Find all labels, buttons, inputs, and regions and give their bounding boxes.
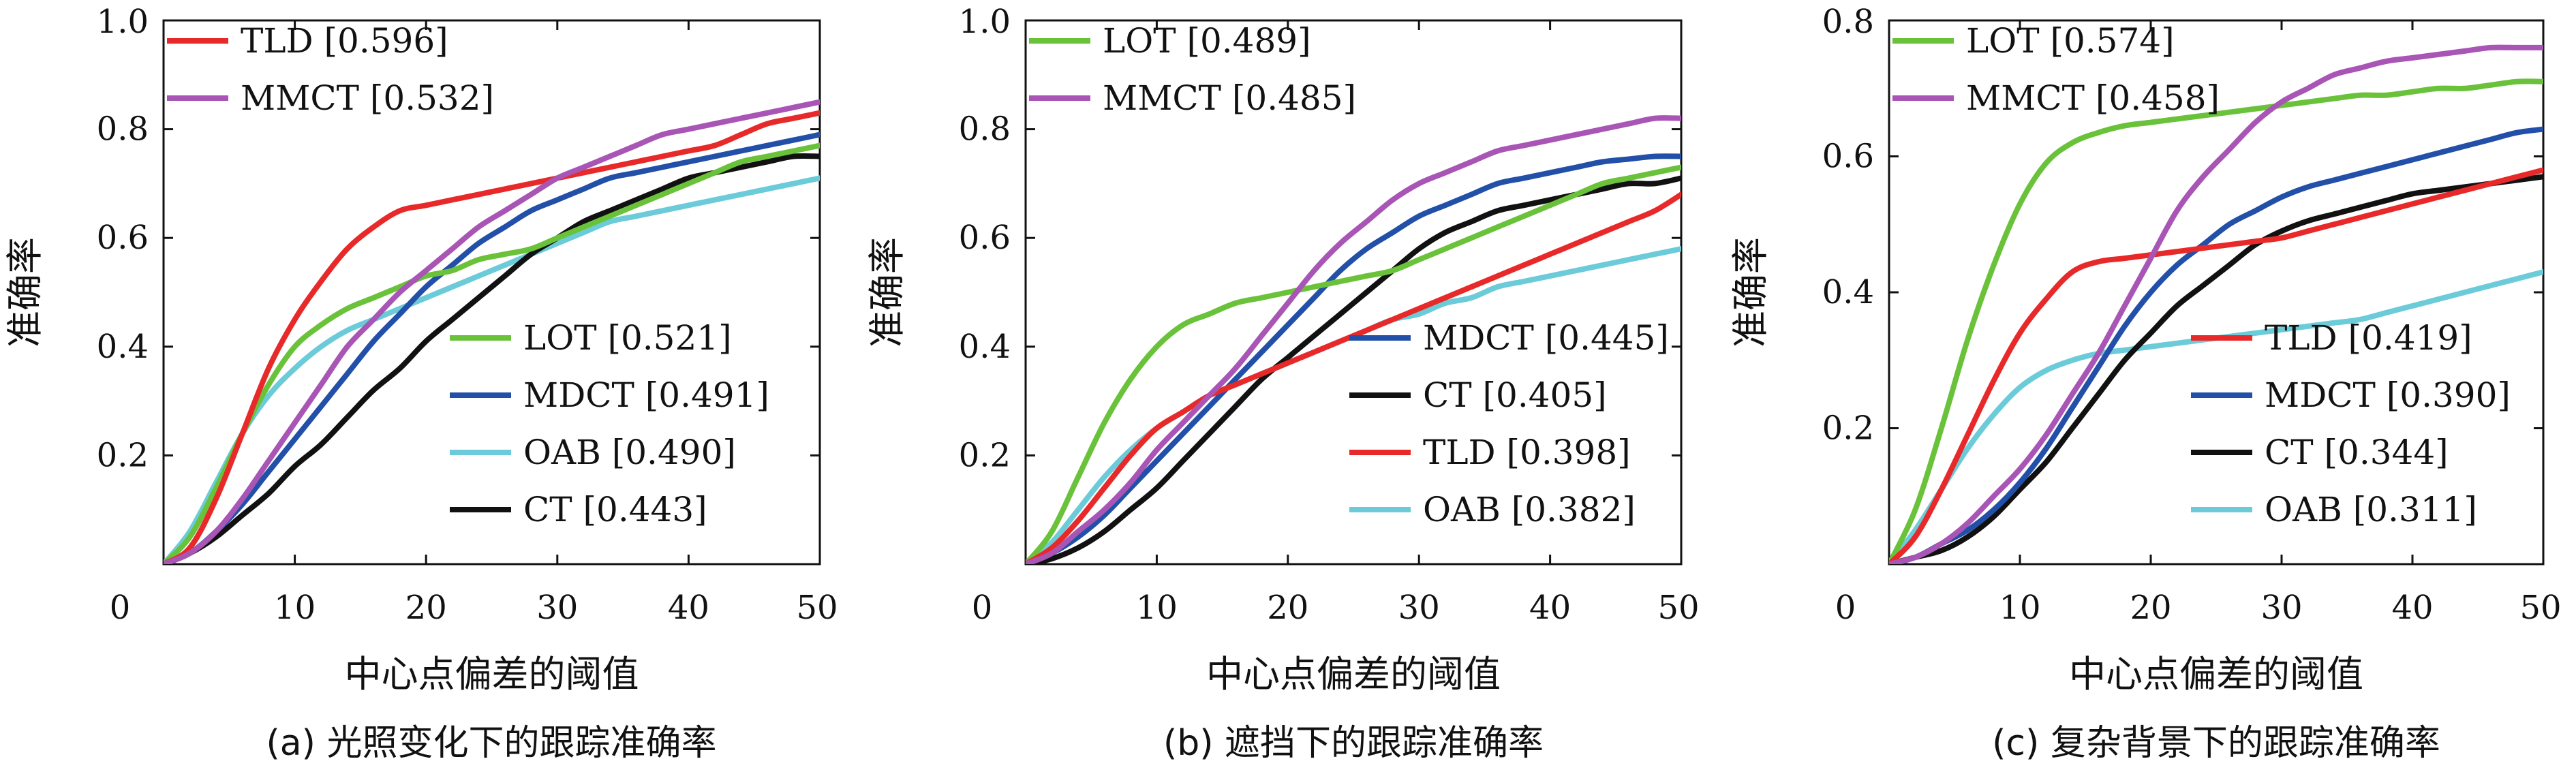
chart-panel-1: 0 10 20 30 40 50 0.2 0.4 0.6 0.8 1.0 TLD [0.596] MMC… (3, 3, 838, 764)
legend-label-ct: CT [0.344] (2265, 433, 2449, 472)
x-tick-label: 50 (1657, 589, 1699, 627)
legend-label-mmct: MMCT [0.532] (241, 78, 494, 118)
y-tick-label: 1.0 (959, 3, 1011, 41)
series-line-mmct (1026, 115, 1681, 564)
y-tick-label: 0.6 (97, 219, 149, 257)
series-line-mmct (1889, 44, 2543, 564)
plot-frame (162, 19, 821, 566)
legend-label-mdct: MDCT [0.390] (2265, 375, 2511, 415)
legend-label-lot: LOT [0.489] (1103, 21, 1311, 61)
x-tick-label: 50 (796, 589, 838, 627)
x-tick-label: 30 (536, 589, 578, 627)
legend-label-lot: LOT [0.574] (1966, 21, 2175, 61)
legend-bottom: LOT [0.521] MDCT [0.491] OAB [0.490] CT [0.… (450, 318, 769, 529)
y-axis-label: 准确率 (3, 237, 46, 347)
x-tick-label: 20 (405, 589, 447, 627)
y-tick-label: 0.2 (959, 436, 1011, 474)
y-tick-label: 1.0 (97, 3, 149, 41)
legend-label-tld: TLD [0.398] (1423, 433, 1631, 472)
y-tick-label: 0.4 (959, 328, 1011, 366)
x-axis-label: 中心点偏差的阈值 (345, 653, 639, 696)
panel-caption: (a) 光照变化下的跟踪准确率 (266, 723, 717, 764)
x-tick-label: 0 (110, 589, 131, 627)
legend-label-oab: OAB [0.311] (2265, 490, 2477, 529)
legend-label-mmct: MMCT [0.485] (1103, 78, 1356, 118)
x-tick-label: 30 (2260, 589, 2302, 627)
x-tick-label: 40 (1529, 589, 1571, 627)
panel-caption: (b) 遮挡下的跟踪准确率 (1163, 723, 1544, 764)
y-tick-label: 0.8 (959, 110, 1011, 149)
y-tick-label: 0.4 (97, 328, 149, 366)
series-line-oab (164, 175, 820, 564)
chart-panel-3: 0 10 20 30 40 50 0.2 0.4 0.6 0.8 LOT [0.574] MMCT [… (1729, 3, 2562, 764)
chart-panel-2: 0 10 20 30 40 50 0.2 0.4 0.6 0.8 1.0 LOT [0.489] MMC… (865, 3, 1700, 764)
series-line-lot (1026, 164, 1681, 564)
series-line-lot (164, 142, 820, 564)
legend-top: TLD [0.596] MMCT [0.532] (167, 21, 494, 118)
legend-label-tld: TLD [0.419] (2265, 318, 2472, 358)
y-tick-label: 0.8 (97, 110, 149, 149)
x-tick-label: 10 (1999, 589, 2040, 627)
x-tick-label: 40 (2391, 589, 2433, 627)
y-axis-label: 准确率 (1729, 237, 1772, 347)
plot-frame (1024, 19, 1683, 566)
legend-label-mmct: MMCT [0.458] (1966, 78, 2220, 118)
legend-label-oab: OAB [0.490] (523, 433, 736, 472)
panel-caption: (c) 复杂背景下的跟踪准确率 (1992, 723, 2440, 764)
y-tick-label: 0.4 (1822, 273, 1874, 311)
y-tick-label: 0.6 (959, 219, 1011, 257)
legend-label-ct: CT [0.405] (1423, 375, 1607, 415)
series-line-mdct (164, 131, 820, 564)
legend-label-lot: LOT [0.521] (523, 318, 732, 358)
series-line-lot (1889, 78, 2543, 564)
legend-label-tld: TLD [0.596] (241, 21, 448, 61)
x-tick-label: 20 (1267, 589, 1308, 627)
legend-label-ct: CT [0.443] (523, 490, 707, 529)
y-tick-label: 0.2 (1822, 409, 1874, 448)
x-tick-label: 20 (2130, 589, 2171, 627)
legend-label-mdct: MDCT [0.445] (1423, 318, 1669, 358)
x-tick-label: 40 (668, 589, 709, 627)
x-axis-label: 中心点偏差的阈值 (1206, 653, 1501, 696)
x-axis-label: 中心点偏差的阈值 (2069, 653, 2363, 696)
y-tick-label: 0.2 (97, 436, 149, 474)
x-tick-label: 0 (1835, 589, 1856, 627)
y-tick-label: 0.6 (1822, 138, 1874, 176)
y-axis-label: 准确率 (865, 237, 908, 347)
series-line-tld (1889, 167, 2543, 564)
legend-label-mdct: MDCT [0.491] (523, 375, 769, 415)
legend-top: LOT [0.574] MMCT [0.458] (1892, 21, 2220, 118)
legend-bottom: TLD [0.419] MDCT [0.390] CT [0.344] OAB [0.… (2191, 318, 2511, 529)
series-line-tld (164, 110, 820, 564)
legend-top: LOT [0.489] MMCT [0.485] (1029, 21, 1356, 118)
x-tick-label: 10 (274, 589, 316, 627)
series-line-mmct (164, 99, 820, 564)
x-tick-label: 10 (1136, 589, 1178, 627)
x-tick-label: 30 (1398, 589, 1440, 627)
y-tick-label: 0.8 (1822, 3, 1874, 41)
series-line-mdct (1026, 153, 1681, 564)
series-line-mdct (1889, 126, 2543, 564)
legend-label-oab: OAB [0.382] (1423, 490, 1636, 529)
series-line-ct (1889, 174, 2543, 564)
x-tick-label: 0 (972, 589, 993, 627)
legend-bottom: MDCT [0.445] CT [0.405] TLD [0.398] OAB [0.… (1349, 318, 1669, 529)
x-tick-label: 50 (2519, 589, 2561, 627)
